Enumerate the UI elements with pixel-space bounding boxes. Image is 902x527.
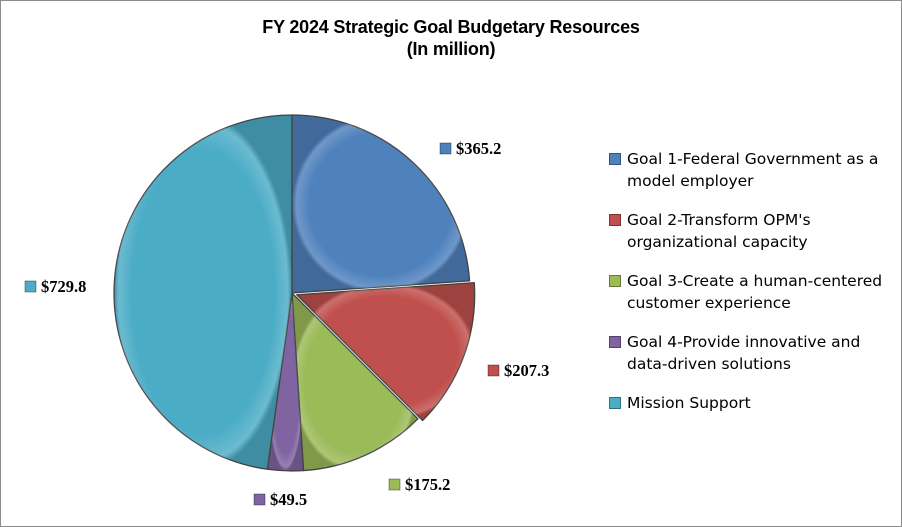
data-label-mission-support: $729.8 [41, 277, 86, 296]
legend-swatch [609, 214, 621, 226]
pie-slice-goal-1 [291, 114, 471, 294]
legend-swatch [609, 153, 621, 165]
data-label-goal-3: $175.2 [405, 475, 450, 494]
legend-label: data-driven solutions [627, 355, 791, 373]
data-label-swatch-mission-support [24, 280, 37, 293]
legend-item-mission-support: Mission Support [607, 392, 897, 414]
data-label-goal-1: $365.2 [456, 139, 501, 158]
chart-title: FY 2024 Strategic Goal Budgetary Resourc… [262, 17, 640, 37]
legend-label: model employer [627, 172, 754, 190]
legend-label: customer experience [627, 294, 791, 312]
legend-item-goal-3: Goal 3-Create a human-centered customer e… [607, 270, 897, 314]
legend-label: Goal 3-Create a human-centered [627, 272, 883, 290]
legend-item-goal-2: Goal 2-Transform OPM's organizational cap… [607, 209, 897, 253]
chart-legend: Goal 1-Federal Government as a model empl… [607, 148, 897, 431]
data-label-goal-4: $49.5 [270, 490, 307, 509]
legend-label: Goal 2-Transform OPM's [627, 211, 811, 229]
data-label-swatch-goal-1 [439, 142, 452, 155]
legend-item-goal-4: Goal 4-Provide innovative and data-driven… [607, 331, 897, 375]
data-label-swatch-goal-3 [388, 478, 401, 491]
legend-swatch [609, 275, 621, 287]
legend-swatch [609, 397, 621, 409]
legend-label: Goal 4-Provide innovative and [627, 333, 861, 351]
legend-label: Mission Support [627, 394, 751, 412]
legend-label: Goal 1-Federal Government as a [627, 150, 879, 168]
legend-label: organizational capacity [627, 233, 808, 251]
data-label-swatch-goal-2 [487, 364, 500, 377]
data-label-swatch-goal-4 [253, 493, 266, 506]
legend-swatch [609, 336, 621, 348]
pie-slice-mission-support [113, 114, 293, 470]
chart-subtitle: (In million) [406, 39, 496, 59]
data-label-goal-2: $207.3 [504, 361, 549, 380]
legend-item-goal-1: Goal 1-Federal Government as a model empl… [607, 148, 897, 192]
